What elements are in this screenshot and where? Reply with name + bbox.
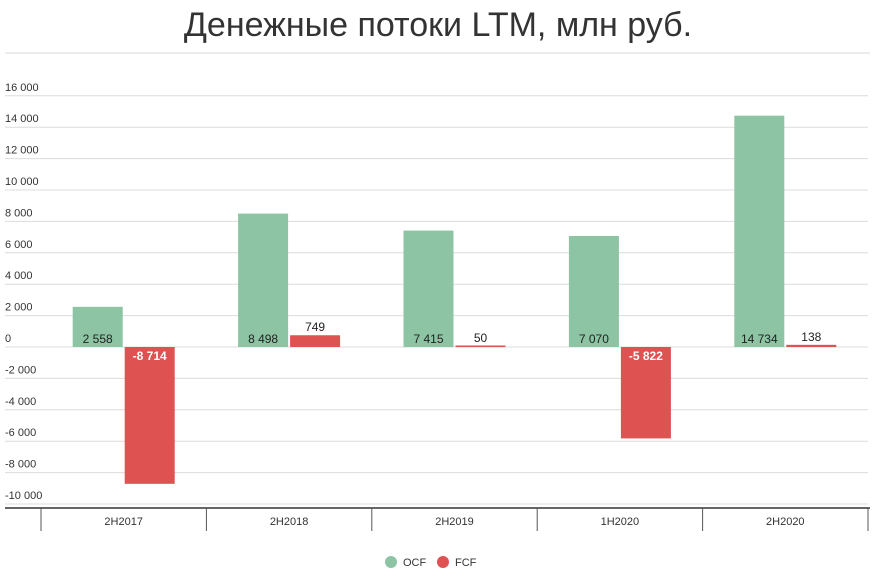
y-tick-label: 14 000: [5, 113, 39, 125]
bar-ocf: [238, 213, 289, 347]
y-tick-label: 6 000: [5, 239, 33, 251]
bars: [72, 115, 837, 484]
legend-label-ocf: OCF: [403, 557, 427, 569]
y-axis-ticks: 16 000 14 000 12 000 10 000 8 000 6 000 4 000 2…: [5, 82, 42, 502]
bar-fcf: [290, 335, 341, 347]
data-label-ocf: 2 558: [83, 332, 113, 346]
legend-swatch-fcf: [437, 556, 449, 568]
legend-label-fcf: FCF: [455, 557, 477, 569]
bar-fcf: [124, 347, 175, 484]
y-tick-label: -10 000: [5, 490, 42, 502]
bar-ocf: [734, 115, 785, 347]
chart-title: Денежные потоки LTM, млн руб.: [183, 6, 693, 44]
bar-fcf: [455, 345, 506, 347]
data-label-ocf: 7 070: [579, 332, 609, 346]
y-tick-label: 4 000: [5, 270, 33, 282]
data-label-ocf: 7 415: [413, 332, 443, 346]
bar-fcf: [620, 347, 671, 439]
data-label-fcf: 749: [305, 320, 325, 334]
y-tick-label: -2 000: [5, 364, 36, 376]
data-label-ocf: 8 498: [248, 332, 278, 346]
y-tick-label: 12 000: [5, 145, 39, 157]
legend-swatch-ocf: [385, 556, 397, 568]
y-tick-label: -4 000: [5, 396, 36, 408]
x-tick-label: 2H2017: [104, 516, 143, 528]
y-tick-label: -6 000: [5, 427, 36, 439]
x-tick-label: 2H2019: [435, 516, 474, 528]
x-tick-label: 2H2018: [270, 516, 309, 528]
y-tick-label: 2 000: [5, 302, 33, 314]
data-label-fcf: 50: [474, 331, 488, 345]
data-labels: 2 558 -8 714 8 498 749 7 415 50 7 070 -5 822 14 …: [83, 320, 822, 363]
y-tick-label: 10 000: [5, 176, 39, 188]
x-axis: 2H2017 2H2018 2H2019 1H2020 2H2020: [5, 507, 870, 531]
data-label-fcf: -5 822: [629, 349, 663, 363]
bar-ocf: [568, 236, 619, 347]
y-tick-label: 0: [5, 333, 11, 345]
data-label-fcf: -8 714: [133, 349, 167, 363]
legend: OCF FCF: [385, 556, 477, 569]
data-label-ocf: 14 734: [741, 332, 778, 346]
x-tick-label: 1H2020: [601, 516, 640, 528]
bar-ocf: [403, 230, 454, 347]
y-tick-label: -8 000: [5, 459, 36, 471]
y-tick-label: 8 000: [5, 207, 33, 219]
y-tick-label: 16 000: [5, 82, 39, 94]
bar-ocf: [72, 306, 123, 347]
bar-fcf: [786, 344, 837, 347]
data-label-fcf: 138: [801, 330, 821, 344]
x-tick-label: 2H2020: [766, 516, 805, 528]
